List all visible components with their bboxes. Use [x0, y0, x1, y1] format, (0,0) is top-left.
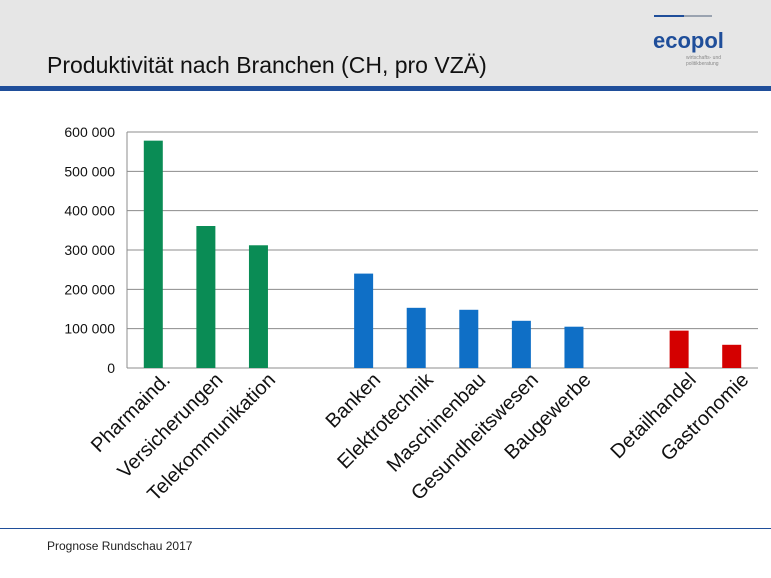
bar-telekommunikation: [248, 245, 268, 368]
bar-pharmaind.: [143, 140, 163, 368]
header-band: [0, 0, 771, 86]
bar-baugewerbe: [564, 326, 584, 368]
ecopol-logo: ecopol: [653, 28, 724, 53]
footer-rule: [0, 528, 771, 529]
y-tick-label: 600 000: [64, 124, 115, 140]
bar-detailhandel: [669, 330, 689, 368]
page-title: Produktivität nach Branchen (CH, pro VZÄ…: [47, 52, 487, 78]
bar-gesundheitswesen: [511, 320, 531, 368]
y-tick-label: 300 000: [64, 242, 115, 258]
logo-tagline-line1: wirtschafts- und: [686, 55, 722, 61]
header-accent-bar: [0, 86, 771, 91]
bar-maschinenbau: [459, 309, 479, 368]
bar-versicherungen: [196, 226, 216, 368]
y-tick-label: 200 000: [64, 281, 115, 297]
source-note: Prognose Rundschau 2017: [47, 539, 193, 553]
y-tick-label: 500 000: [64, 163, 115, 179]
y-tick-label: 0: [107, 360, 115, 376]
bar-gastronomie: [722, 344, 742, 368]
y-tick-label: 100 000: [64, 321, 115, 337]
bar-elektrotechnik: [406, 307, 426, 368]
logo-tagline: wirtschafts- und politikberatung: [686, 55, 721, 67]
logo-tagline-line2: politikberatung: [686, 61, 719, 67]
bar-banken: [354, 273, 374, 368]
y-tick-label: 400 000: [64, 203, 115, 219]
logo-rule-accent: [654, 15, 684, 17]
